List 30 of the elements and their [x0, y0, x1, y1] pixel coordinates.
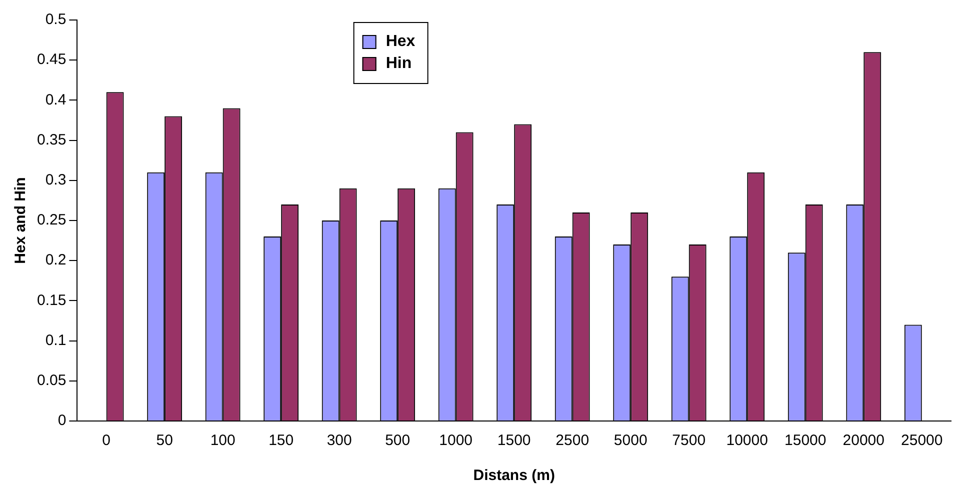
legend-label: Hin	[386, 55, 412, 73]
y-tick-label: 0	[58, 412, 66, 430]
x-tick-label: 100	[210, 432, 236, 450]
y-tick-label: 0.5	[45, 11, 66, 28]
x-tick-label: 2500	[556, 432, 590, 450]
x-tick-label: 7500	[672, 432, 706, 450]
y-axis-title: Hex and Hin	[12, 177, 30, 264]
legend-label: Hex	[386, 33, 416, 51]
x-tick-label: 1000	[439, 432, 473, 450]
x-tick-label: 1500	[497, 432, 531, 450]
y-tick-label: 0.45	[36, 51, 66, 68]
y-tick-label: 0.35	[36, 131, 66, 148]
x-tick-label: 25000	[901, 432, 943, 450]
y-tick-label: 0.05	[36, 372, 66, 390]
x-tick-label: 20000	[842, 432, 884, 450]
x-tick-label: 15000	[784, 432, 826, 450]
x-tick-label: 50	[156, 432, 173, 450]
x-tick-label: 500	[385, 432, 410, 450]
x-tick-label: 300	[326, 432, 352, 450]
x-tick-label: 10000	[726, 432, 768, 450]
y-tick-label: 0.2	[45, 252, 66, 269]
x-tick-label: 150	[268, 432, 294, 450]
x-axis-title: Distans (m)	[473, 467, 555, 484]
y-tick-label: 0.25	[36, 212, 66, 229]
y-tick-label: 0.3	[45, 172, 66, 189]
y-tick-label: 0.4	[45, 91, 66, 108]
x-tick-label: 5000	[614, 432, 648, 450]
x-tick-label: 0	[102, 432, 110, 450]
y-tick-label: 0.1	[45, 332, 66, 349]
y-tick-label: 0.15	[36, 292, 66, 309]
